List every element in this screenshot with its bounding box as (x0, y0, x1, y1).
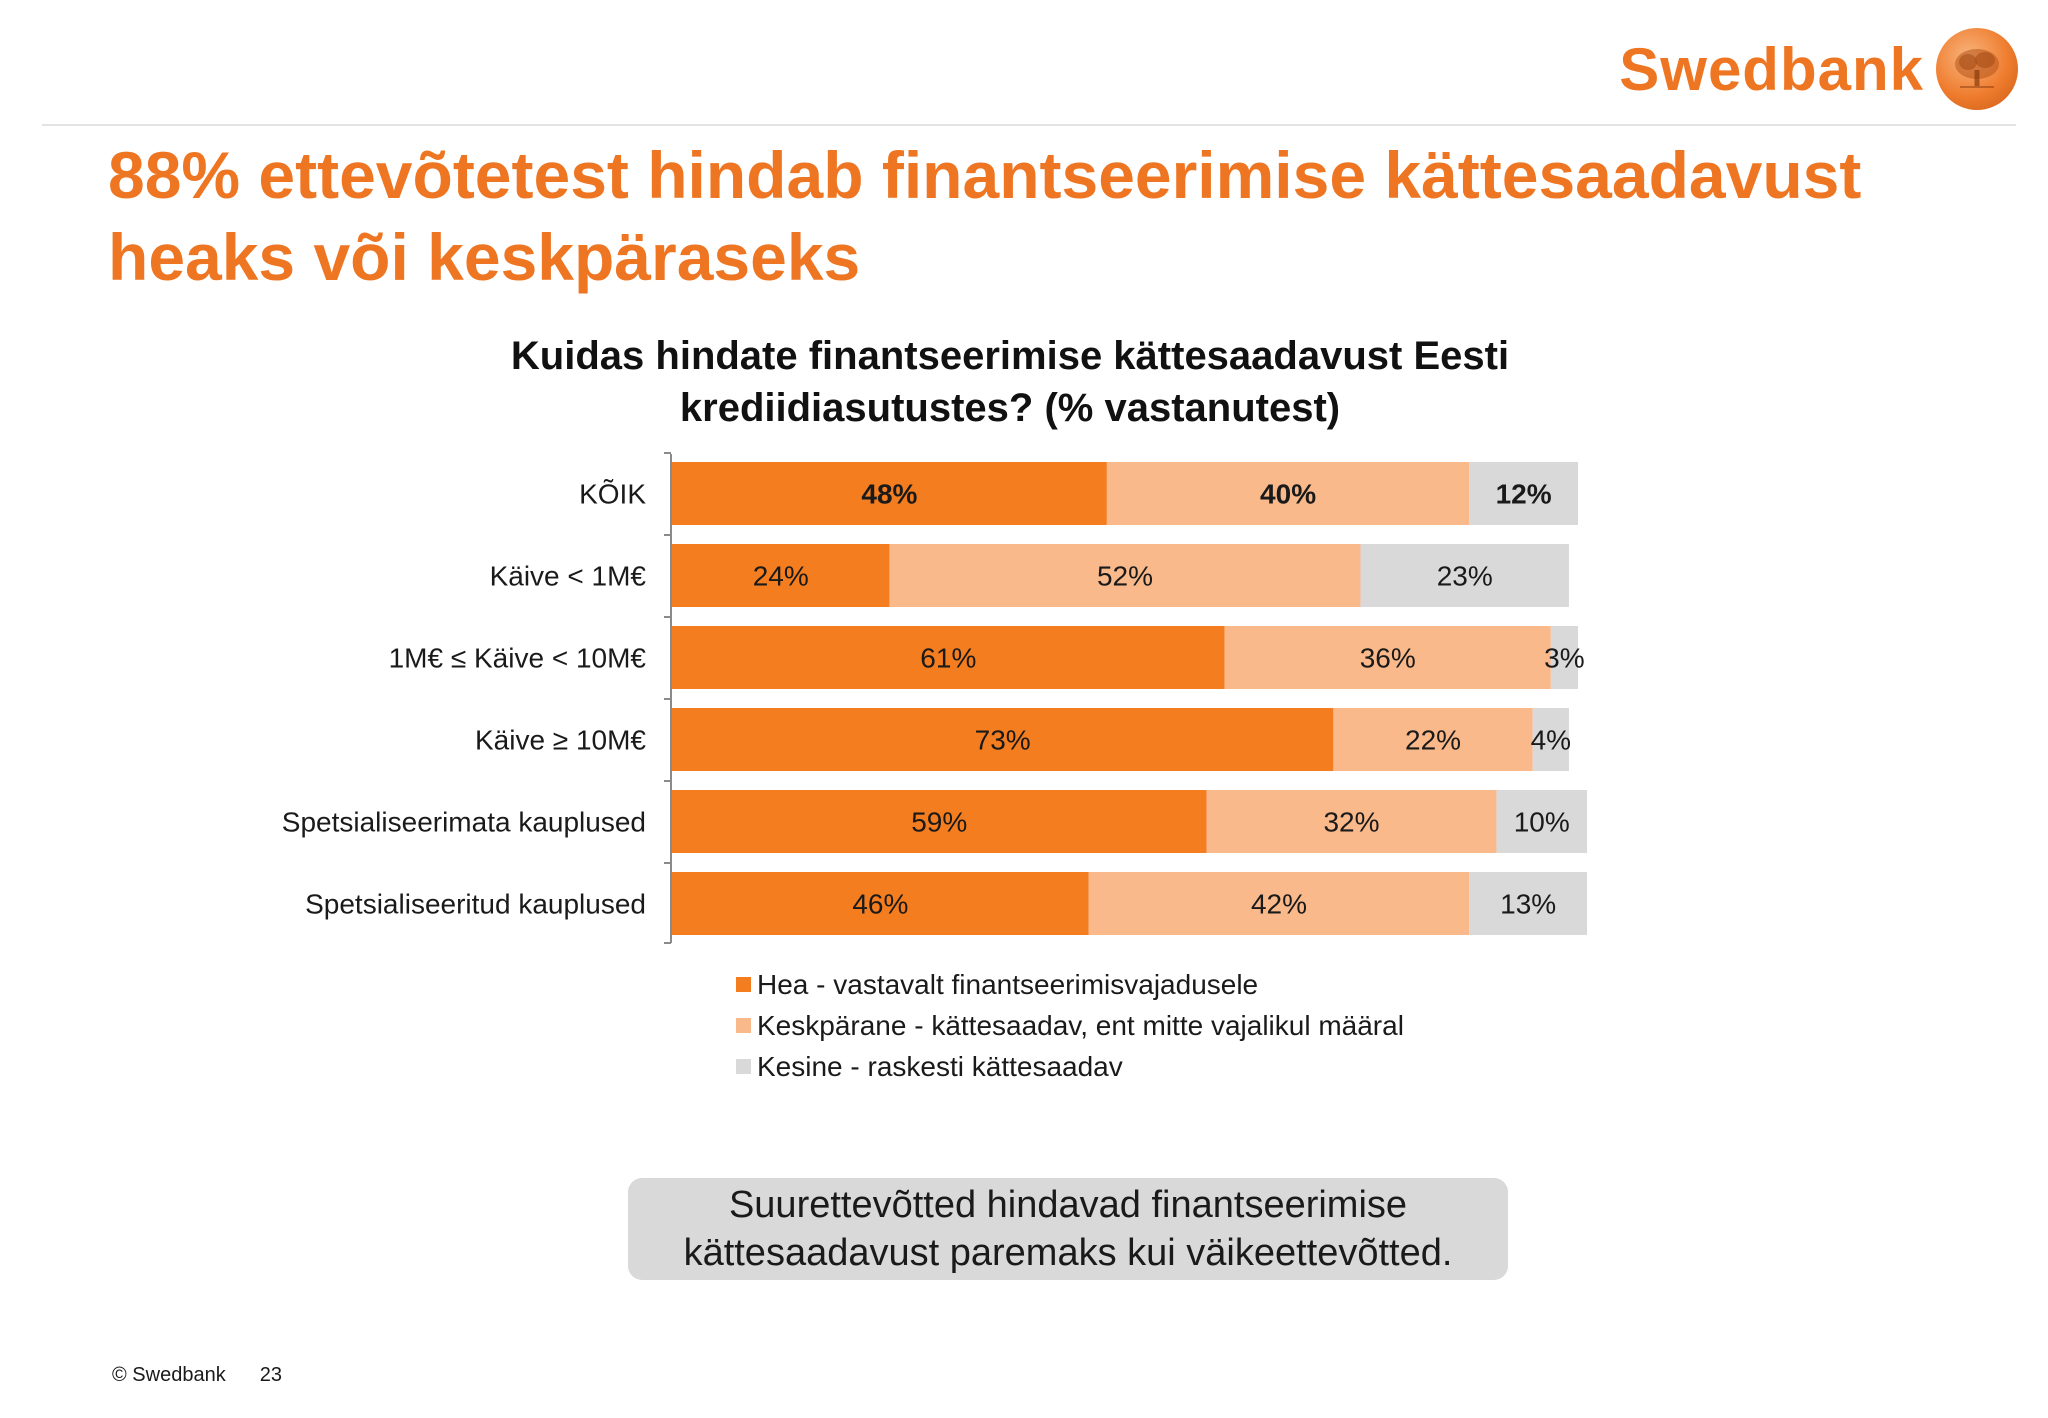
data-label: 61% (920, 643, 976, 674)
legend-label-keskparane: Keskpärane - kättesaadav, ent mitte vaja… (757, 1009, 1404, 1041)
bar-segment (1550, 626, 1578, 689)
data-label: 13% (1500, 889, 1556, 920)
bar-segment (672, 872, 1089, 935)
data-label: 4% (1531, 725, 1571, 756)
data-label: 48% (861, 479, 917, 510)
data-label: 32% (1323, 807, 1379, 838)
chart-title: Kuidas hindate finantseerimise kättesaad… (440, 330, 1580, 434)
legend-swatch-kesine (736, 1059, 751, 1074)
chart-title-line-1: Kuidas hindate finantseerimise kättesaad… (510, 334, 1510, 378)
data-label: 12% (1496, 479, 1552, 510)
bar-segment (889, 544, 1361, 607)
bar-segment (672, 544, 890, 607)
callout-box: Suurettevõtted hindavad finantseerimise … (628, 1178, 1508, 1280)
page-number: 23 (259, 1364, 282, 1386)
bar-segment (1224, 626, 1551, 689)
bar-segment (1360, 544, 1569, 607)
bar-segment (1532, 708, 1569, 771)
bar-segment (1106, 462, 1470, 525)
header-divider (42, 124, 2016, 126)
data-label: 59% (911, 807, 967, 838)
bar-segment (672, 790, 1207, 853)
legend-item-kesine: Kesine - raskesti kättesaadav (736, 1046, 1404, 1087)
y-tick-label: Spetsialiseerimata kauplused (282, 807, 646, 838)
chart-legend: Hea - vastavalt finantseerimisvajadusele… (736, 964, 1404, 1087)
legend-item-keskparane: Keskpärane - kättesaadav, ent mitte vaja… (736, 1005, 1404, 1046)
callout-line-2: kättesaadavust paremaks kui väikeettevõt… (683, 1232, 1453, 1274)
bar-segment (1496, 790, 1588, 853)
y-tick-label: Käive ≥ 10M€ (475, 725, 646, 756)
stacked-bar-chart: KÕIK 48% 40% 12% Käive < 1M€ 24% 52% 23% 1M€ ≤ K… (282, 452, 1588, 944)
footer: © Swedbank 23 (112, 1364, 282, 1387)
chart-title-line-2: krediidiasutustes? (% vastanutest) (679, 386, 1341, 430)
bar-segment (1206, 790, 1497, 853)
y-tick-label: KÕIK (579, 479, 646, 510)
footer-copyright: © Swedbank (112, 1364, 226, 1386)
bar-segment (1333, 708, 1533, 771)
data-label: 3% (1544, 643, 1584, 674)
data-label: 10% (1514, 807, 1570, 838)
legend-label-hea: Hea - vastavalt finantseerimisvajadusele (757, 968, 1259, 1000)
data-label: 52% (1097, 561, 1153, 592)
bar-segment (1088, 872, 1470, 935)
callout-line-1: Suurettevõtted hindavad finantseerimise (728, 1184, 1408, 1226)
data-label: 73% (975, 725, 1031, 756)
bar-segment (672, 462, 1107, 525)
bar-segment (1469, 462, 1578, 525)
y-tick-label: Käive < 1M€ (490, 561, 647, 592)
logo-text: Swedbank (1619, 35, 1924, 103)
bar-segment (672, 626, 1225, 689)
data-label: 40% (1260, 479, 1316, 510)
page-title: 88% ettevõtetest hindab finantseerimise … (108, 138, 1862, 294)
legend-swatch-hea (736, 977, 751, 992)
data-label: 46% (852, 889, 908, 920)
data-label: 23% (1437, 561, 1493, 592)
y-tick-label: Spetsialiseeritud kauplused (305, 889, 646, 920)
bar-segment (672, 708, 1334, 771)
bar-segment (1469, 872, 1588, 935)
oak-tree-icon (1936, 28, 2018, 110)
data-label: 22% (1405, 725, 1461, 756)
data-label: 24% (753, 561, 809, 592)
data-label: 42% (1251, 889, 1307, 920)
data-label: 36% (1360, 643, 1416, 674)
swedbank-logo: Swedbank (1619, 28, 2018, 110)
legend-item-hea: Hea - vastavalt finantseerimisvajadusele (736, 964, 1404, 1005)
legend-label-kesine: Kesine - raskesti kättesaadav (757, 1050, 1123, 1082)
y-tick-label: 1M€ ≤ Käive < 10M€ (389, 643, 647, 674)
legend-swatch-keskparane (736, 1018, 751, 1033)
